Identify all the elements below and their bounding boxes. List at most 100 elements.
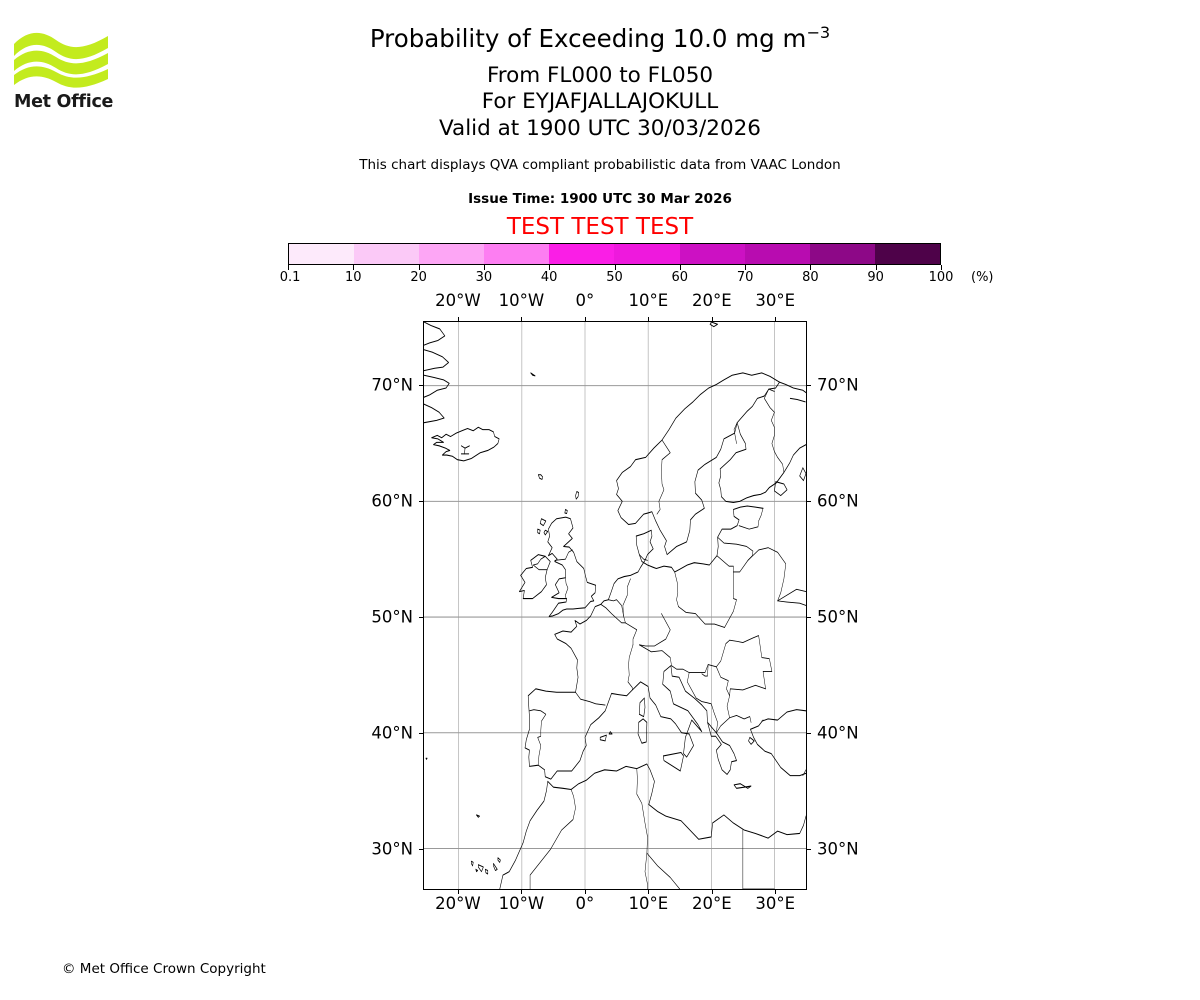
colorbar-band-8: [809, 244, 875, 264]
border-path: [726, 695, 752, 723]
coastline-path: [761, 709, 806, 722]
lon-tick-bottom-3: [648, 890, 650, 894]
coastline-path: [484, 868, 489, 875]
lon-tick-top-1: [521, 317, 523, 321]
coastline-path: [599, 734, 607, 742]
colorbar-tick-60: [679, 265, 681, 270]
lat-label-left-3: 40°N: [371, 723, 413, 743]
colorbar-band-2: [419, 244, 485, 264]
map-country-borders: [529, 388, 806, 889]
page-title-text: Probability of Exceeding 10.0 mg m: [369, 24, 807, 53]
colorbar-tick-label-90: 90: [867, 270, 884, 285]
lat-label-left-0: 70°N: [371, 375, 413, 395]
colorbar-bands: [288, 243, 941, 265]
coastline-path: [616, 372, 780, 556]
map-gridlines: [424, 322, 806, 889]
colorbar-tick-20: [418, 265, 420, 270]
border-path: [575, 691, 606, 706]
lon-label-top-2: 0°: [575, 291, 595, 310]
coastline-path: [431, 426, 500, 462]
lon-tick-bottom-5: [775, 890, 777, 894]
border-path: [678, 606, 725, 628]
coastline-path: [519, 554, 551, 600]
border-path: [724, 571, 737, 628]
colorbar-tick-90: [875, 265, 877, 270]
colorbar-tick-0.1: [288, 265, 289, 270]
coastline-path: [748, 736, 755, 745]
colorbar-tick-100: [941, 265, 942, 270]
border-path: [716, 536, 754, 573]
coastline-path: [547, 516, 597, 618]
logo-wave-bands: [14, 32, 108, 88]
lat-tick-right-4: [807, 849, 811, 851]
border-path: [529, 709, 547, 766]
border-path: [529, 789, 576, 889]
lon-tick-top-3: [648, 317, 650, 321]
border-path: [639, 644, 672, 667]
lat-label-left-2: 50°N: [371, 607, 413, 627]
lat-label-right-3: 40°N: [817, 723, 859, 743]
coastline-path: [538, 474, 543, 480]
colorbar-band-3: [484, 244, 550, 264]
coastline-path: [476, 814, 480, 818]
border-path: [687, 672, 712, 705]
colorbar-tick-label-30: 30: [475, 270, 493, 285]
coastline-path: [789, 397, 806, 403]
lat-label-left-1: 60°N: [371, 491, 413, 511]
lon-label-top-5: 30°E: [755, 291, 796, 310]
coastline-path: [530, 372, 536, 377]
coastline-path: [524, 505, 764, 780]
colorbar-band-0: [289, 244, 355, 264]
colorbar-tick-label-60: 60: [671, 270, 689, 285]
colorbar-tick-label-80: 80: [802, 270, 819, 285]
lon-label-bottom-2: 0°: [575, 894, 595, 913]
colorbar-tick-30: [483, 265, 485, 270]
coastline-path: [733, 783, 752, 789]
border-path: [565, 577, 569, 599]
lon-label-bottom-0: 20°W: [435, 894, 481, 913]
border-path: [646, 852, 680, 889]
coastline-path: [424, 403, 445, 424]
lat-tick-left-1: [419, 500, 423, 502]
qva-disclaimer: This chart displays QVA compliant probab…: [359, 157, 841, 173]
border-path: [627, 644, 634, 691]
colorbar-band-5: [614, 244, 680, 264]
coastline-path: [608, 731, 613, 735]
colorbar-band-9: [874, 244, 940, 264]
colorbar-tick-40: [549, 265, 551, 270]
met-office-logo-svg: Met Office: [14, 32, 114, 112]
border-path: [764, 388, 785, 493]
border-path: [622, 578, 638, 631]
lat-tick-right-3: [807, 733, 811, 735]
colorbar-band-4: [549, 244, 615, 264]
coastline-path: [543, 529, 549, 536]
coastline-path: [750, 719, 806, 777]
page-title-exponent: −3: [806, 22, 831, 42]
map-coastlines: [424, 322, 806, 889]
coastline-path: [639, 697, 646, 718]
colorbar-band-1: [354, 244, 420, 264]
coastline-path: [425, 757, 428, 760]
lon-tick-top-5: [775, 317, 777, 321]
coastline-path: [493, 863, 498, 872]
border-path: [747, 547, 806, 602]
lat-tick-right-2: [807, 617, 811, 619]
lon-tick-top-0: [457, 317, 459, 321]
coastline-path: [575, 491, 579, 500]
colorbar-tick-10: [353, 265, 355, 270]
lat-tick-right-1: [807, 500, 811, 502]
lon-label-bottom-4: 20°E: [691, 894, 732, 913]
border-path: [600, 603, 626, 624]
coastline-path: [478, 864, 484, 873]
border-path: [716, 717, 730, 734]
border-path: [671, 639, 730, 674]
lon-label-bottom-5: 30°E: [755, 894, 796, 913]
lat-tick-left-2: [419, 617, 423, 619]
test-banner: TEST TEST TEST: [506, 214, 694, 240]
flight-level-subtitle: From FL000 to FL050: [486, 63, 714, 88]
border-path: [716, 666, 766, 697]
map-svg: [424, 322, 806, 889]
colorbar-tick-label-40: 40: [540, 270, 558, 285]
lat-tick-left-4: [419, 849, 423, 851]
lat-tick-left-0: [419, 384, 423, 386]
